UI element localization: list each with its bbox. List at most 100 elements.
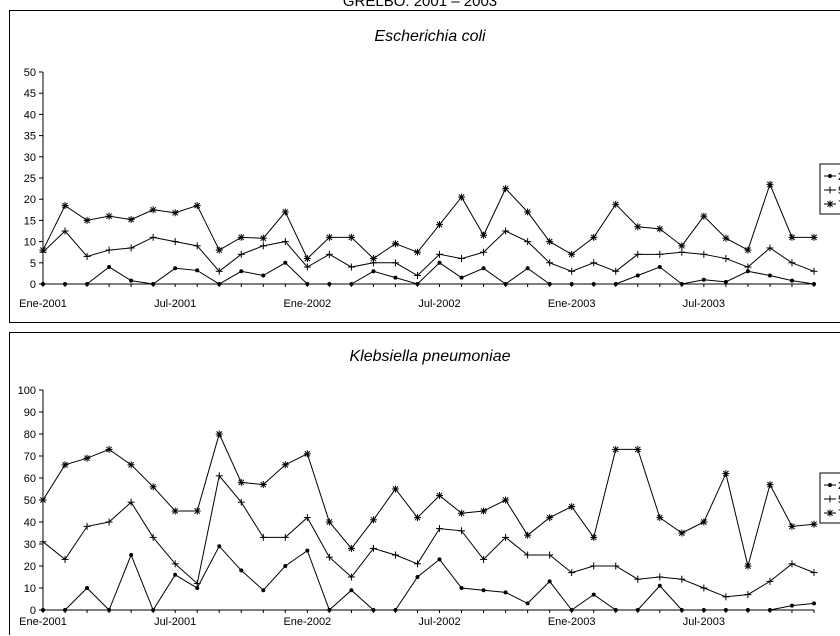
data-point-75 [700, 212, 708, 220]
legend-marker [828, 483, 832, 487]
data-point-75 [590, 233, 598, 241]
legend-label: 25 [838, 171, 840, 183]
data-point-50 [259, 533, 267, 541]
data-point-50 [61, 555, 69, 563]
data-point-75 [369, 255, 377, 263]
data-point-75 [502, 496, 510, 504]
data-point-25 [415, 575, 420, 579]
y-tick-label: 40 [24, 109, 36, 121]
data-point-50 [83, 252, 91, 260]
data-point-75 [325, 518, 333, 526]
data-point-50 [436, 525, 444, 533]
data-point-25 [701, 277, 706, 282]
data-point-25 [503, 282, 508, 286]
data-point-75 [634, 223, 642, 231]
data-point-75 [612, 200, 620, 208]
data-point-25 [481, 588, 486, 593]
data-point-75 [524, 531, 532, 539]
y-tick-label: 15 [24, 215, 36, 227]
data-point-25 [173, 572, 178, 577]
data-point-75 [193, 507, 201, 515]
data-point-25 [767, 273, 772, 278]
data-point-50 [413, 560, 421, 568]
data-point-75 [458, 193, 466, 201]
data-point-50 [744, 591, 752, 599]
data-point-50 [590, 562, 598, 570]
data-point-50 [568, 267, 576, 275]
data-point-25 [701, 608, 706, 612]
x-tick-label: Ene-2001 [19, 298, 67, 310]
y-tick-label: 0 [30, 279, 36, 291]
data-point-75 [171, 507, 179, 515]
y-tick-label: 40 [24, 517, 36, 529]
y-tick-label: 45 [24, 88, 36, 100]
data-point-50 [788, 259, 796, 267]
data-point-25 [129, 278, 134, 283]
data-point-25 [437, 557, 442, 562]
data-point-50 [391, 551, 399, 559]
y-tick-label: 30 [24, 539, 36, 551]
data-point-25 [217, 282, 222, 286]
data-point-50 [788, 560, 796, 568]
data-point-25 [812, 282, 816, 286]
legend-marker [826, 200, 834, 208]
y-tick-label: 20 [24, 194, 36, 206]
data-point-50 [678, 575, 686, 583]
data-point-75 [744, 562, 752, 570]
data-point-50 [766, 244, 774, 252]
data-point-25 [723, 608, 728, 612]
data-point-25 [173, 266, 178, 271]
data-point-25 [613, 282, 618, 286]
y-tick-label: 20 [24, 561, 36, 573]
data-point-50 [193, 242, 201, 250]
data-point-25 [679, 608, 684, 612]
data-point-75 [568, 503, 576, 511]
data-point-25 [107, 608, 112, 612]
data-point-75 [149, 206, 157, 214]
data-point-50 [105, 246, 113, 254]
data-point-75 [744, 246, 752, 254]
data-point-50 [480, 555, 488, 563]
data-point-75 [568, 250, 576, 258]
data-point-50 [634, 575, 642, 583]
data-point-25 [195, 268, 200, 273]
data-point-50 [237, 498, 245, 506]
data-point-25 [41, 282, 45, 286]
legend-label: 50 [838, 494, 840, 506]
y-tick-label: 35 [24, 131, 36, 143]
data-point-50 [281, 533, 289, 541]
legend-entry-50: 50 [824, 185, 840, 197]
data-point-75 [436, 492, 444, 500]
data-point-50 [193, 580, 201, 588]
data-point-75 [105, 445, 113, 453]
data-point-25 [371, 269, 376, 274]
data-point-75 [656, 225, 664, 233]
data-point-50 [39, 538, 47, 546]
data-point-25 [349, 282, 354, 286]
data-point-25 [635, 608, 640, 612]
data-point-75 [149, 483, 157, 491]
data-point-75 [634, 445, 642, 453]
data-point-50 [612, 267, 620, 275]
data-point-50 [590, 259, 598, 267]
data-point-25 [305, 548, 310, 553]
legend-entry-75: 75 [824, 508, 840, 520]
data-point-25 [789, 603, 794, 608]
x-tick-label: Jul-2003 [683, 298, 725, 310]
data-point-25 [85, 586, 90, 590]
y-tick-label: 90 [24, 407, 36, 419]
data-point-50 [303, 514, 311, 522]
data-point-75 [766, 481, 774, 489]
data-point-25 [591, 592, 596, 597]
y-tick-label: 100 [18, 385, 36, 397]
data-point-25 [327, 282, 332, 286]
data-point-25 [107, 265, 112, 270]
data-point-75 [83, 454, 91, 462]
data-point-50 [149, 533, 157, 541]
data-point-25 [525, 601, 530, 606]
data-point-75 [766, 180, 774, 188]
data-point-75 [700, 518, 708, 526]
data-point-25 [151, 608, 156, 612]
data-point-75 [215, 430, 223, 438]
data-point-75 [369, 516, 377, 524]
